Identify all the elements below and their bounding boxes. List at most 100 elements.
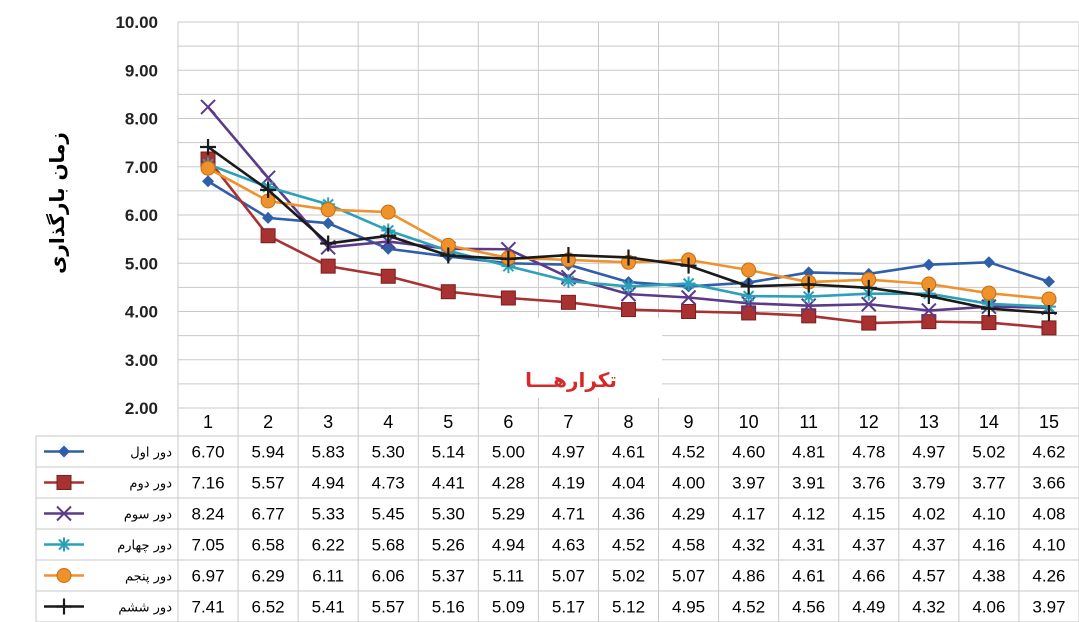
table-row: دور ششم 7.41 6.52 5.41 5.57 5.16 5.09 5.17 5.12 4… — [36, 598, 1079, 622]
table-cell: 5.09 — [492, 598, 525, 617]
data-point — [741, 305, 757, 321]
x-tick-label: 8 — [623, 412, 633, 432]
table-cell: 5.16 — [432, 598, 465, 617]
data-point — [380, 204, 396, 220]
data-table: دور اول 6.70 5.94 5.83 5.30 5.14 5.00 4.97 4.61 4… — [35, 435, 1079, 622]
table-cell: 4.17 — [732, 505, 765, 524]
data-point — [740, 295, 757, 312]
table-cell: 4.41 — [432, 474, 465, 493]
data-point — [56, 568, 72, 583]
y-tick-label: 10.00 — [115, 13, 158, 32]
legend-entry: دور دوم — [129, 477, 172, 492]
x-tick-label: 1 — [203, 412, 213, 432]
x-tick-label: 2 — [263, 412, 273, 432]
table-cell: 4.15 — [852, 505, 885, 524]
table-cell: 4.97 — [912, 443, 945, 462]
table-cell: 3.91 — [792, 474, 825, 493]
table-cell: 5.45 — [372, 505, 405, 524]
data-point — [200, 160, 216, 176]
table-cell: 4.00 — [672, 474, 705, 493]
y-tick-label: 7.00 — [125, 158, 158, 177]
x-tick-label: 11 — [799, 412, 818, 432]
y-tick-label: 4.00 — [125, 303, 158, 322]
data-point — [58, 445, 70, 458]
data-point — [440, 247, 457, 264]
table-cell: 5.57 — [252, 474, 285, 493]
table-cell: 4.12 — [792, 505, 825, 524]
x-axis-label-group: تکرارهـــا — [480, 318, 662, 398]
table-cell: 4.95 — [672, 598, 705, 617]
table-cell: 5.33 — [312, 505, 345, 524]
data-point — [560, 247, 577, 264]
table-cell: 4.26 — [1032, 567, 1065, 586]
data-point — [860, 279, 877, 296]
legend-entry: دور پنجم — [125, 570, 172, 585]
series-lines — [200, 99, 1057, 336]
series-2 — [200, 151, 1057, 336]
table-cell: 4.32 — [732, 536, 765, 555]
data-point — [680, 289, 697, 306]
table-cell: 5.30 — [432, 505, 465, 524]
table-cell: 8.24 — [191, 505, 224, 524]
table-cell: 6.06 — [372, 567, 405, 586]
table-cell: 4.52 — [672, 443, 705, 462]
data-point — [202, 175, 215, 188]
table-cell: 5.83 — [312, 443, 345, 462]
data-point — [500, 290, 516, 306]
data-point — [681, 276, 696, 291]
table-cell: 4.71 — [552, 505, 585, 524]
table-cell: 5.14 — [432, 443, 465, 462]
table-cell: 4.66 — [852, 567, 885, 586]
table-cell: 5.02 — [972, 443, 1005, 462]
table-cell: 4.52 — [732, 598, 765, 617]
data-point — [740, 278, 757, 295]
table-row: دور دوم 7.16 5.57 4.94 4.73 4.41 4.28 4.19 4.04 4… — [36, 474, 1079, 499]
table-cell: 4.31 — [792, 536, 825, 555]
table-cell: 3.97 — [732, 474, 765, 493]
table-cell: 4.28 — [492, 474, 525, 493]
data-point — [981, 285, 997, 301]
table-cell: 4.86 — [732, 567, 765, 586]
data-point — [621, 302, 636, 318]
data-point — [921, 302, 937, 319]
data-point — [56, 505, 72, 522]
table-cell: 6.58 — [252, 536, 285, 555]
table-cell: 7.16 — [191, 474, 224, 493]
data-point — [380, 268, 396, 284]
table-cell: 4.10 — [972, 505, 1005, 524]
table-cell: 4.04 — [612, 474, 645, 493]
data-point — [320, 235, 337, 252]
x-tick-label: 12 — [859, 412, 879, 432]
data-point — [621, 279, 636, 294]
legend-entry: دور اول — [130, 446, 172, 461]
table-cell: 5.68 — [372, 536, 405, 555]
table-cell: 5.29 — [492, 505, 525, 524]
table-cell: 4.61 — [612, 443, 645, 462]
table-cell: 4.78 — [852, 443, 885, 462]
x-tick-label: 6 — [503, 412, 513, 432]
table-cell: 4.97 — [552, 443, 585, 462]
x-tick-label: 9 — [684, 412, 694, 432]
data-point — [741, 262, 757, 278]
data-point — [980, 300, 997, 317]
data-point — [801, 289, 816, 304]
table-cell: 4.08 — [1032, 505, 1065, 524]
data-point — [741, 289, 756, 304]
table-cell: 6.11 — [312, 567, 344, 586]
data-point — [920, 288, 937, 305]
table-cell: 5.57 — [372, 598, 405, 617]
data-point — [440, 284, 456, 300]
x-tick-label: 10 — [739, 412, 759, 432]
table-cell: 6.70 — [191, 443, 224, 462]
x-tick-label: 3 — [323, 412, 333, 432]
table-cell: 5.07 — [672, 567, 705, 586]
table-cell: 6.22 — [312, 536, 345, 555]
y-tick-label: 6.00 — [125, 206, 158, 225]
table-cell: 6.52 — [252, 598, 285, 617]
data-point — [320, 258, 336, 274]
table-cell: 4.10 — [1032, 536, 1065, 555]
data-point — [982, 256, 995, 269]
y-tick-label: 9.00 — [125, 61, 158, 80]
table-cell: 6.97 — [191, 567, 224, 586]
